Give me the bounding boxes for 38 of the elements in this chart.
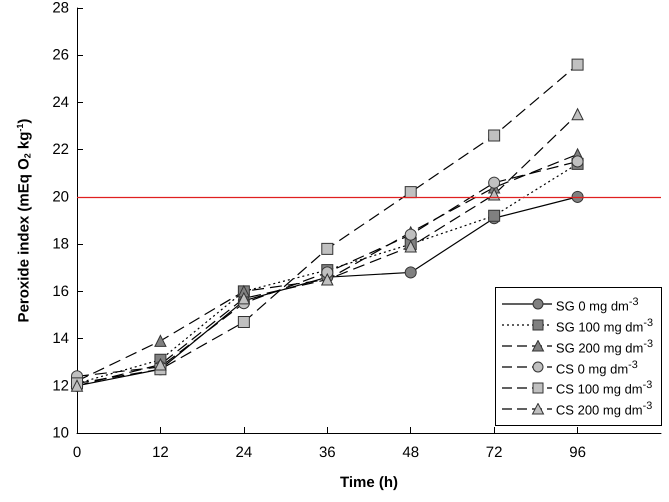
legend-label: CS 100 mg dm$^{-3}$ — [556, 378, 652, 398]
legend-label: CS 0 mg dm$^{-3}$ — [556, 358, 638, 378]
x-tick-label: 12 — [152, 444, 169, 461]
x-tick-label: 36 — [318, 444, 336, 461]
point — [404, 228, 417, 241]
y-tick-label: 18 — [52, 236, 69, 253]
legend-label: SG 0 mg dm$^{-3}$ — [556, 295, 639, 315]
x-tick-label: 48 — [402, 444, 420, 461]
point — [572, 155, 584, 168]
point — [488, 130, 500, 142]
x-tick-label: 72 — [486, 444, 502, 461]
x-tick-label: 0 — [72, 444, 82, 461]
x-tick-label: 96 — [569, 444, 586, 461]
point — [404, 186, 417, 198]
x-axis-title: Time (h) — [340, 474, 398, 491]
y-tick-label: 12 — [52, 377, 69, 394]
y-tick-label: 24 — [52, 94, 69, 111]
point — [572, 58, 584, 71]
point — [488, 176, 500, 189]
y-tick-label: 14 — [52, 330, 69, 348]
legend-label: SG 100 mg dm$^{-3}$ — [556, 316, 653, 336]
legend-label: CS 200 mg dm$^{-3}$ — [556, 399, 652, 419]
point — [404, 266, 417, 278]
y-tick-label: 20 — [52, 188, 69, 206]
point — [238, 316, 250, 328]
y-tick-label: 16 — [52, 282, 69, 300]
y-axis-title: Peroxide index (mEq O2 kg-1) — [15, 118, 32, 322]
point — [572, 108, 584, 120]
point — [488, 210, 500, 222]
legend-label: SG 200 mg dm$^{-3}$ — [556, 336, 653, 357]
y-tick-label: 10 — [52, 424, 69, 442]
point — [154, 334, 166, 347]
point — [238, 292, 250, 304]
point — [321, 242, 334, 255]
x-tick-label: 24 — [236, 444, 252, 461]
y-tick-label: 26 — [52, 46, 69, 64]
y-tick-label: 28 — [52, 0, 69, 16]
y-tick-label: 22 — [52, 141, 69, 158]
